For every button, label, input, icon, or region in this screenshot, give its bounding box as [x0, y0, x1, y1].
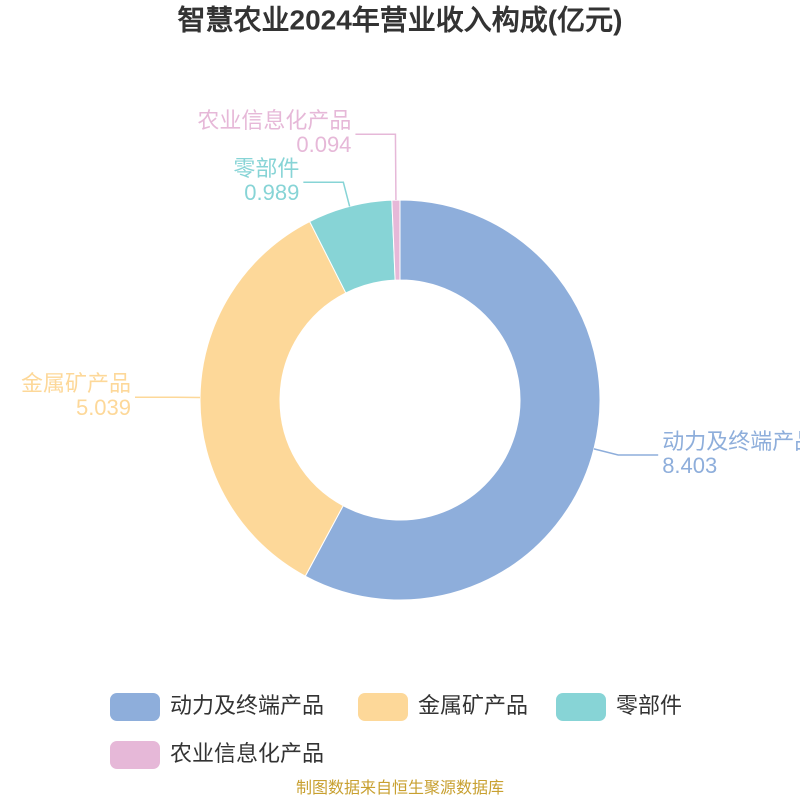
- slice-value: 0.989: [244, 180, 299, 205]
- leader-line: [593, 448, 659, 456]
- leader-line: [303, 181, 351, 207]
- legend-swatch: [358, 693, 408, 721]
- chart-title: 智慧农业2024年营业收入构成(亿元): [178, 3, 623, 35]
- legend-swatch: [110, 693, 160, 721]
- slice-label: 动力及终端产品: [662, 429, 800, 454]
- legend-label: 动力及终端产品: [170, 693, 324, 718]
- legend-swatch: [110, 741, 160, 769]
- legend-label: 农业信息化产品: [170, 741, 324, 766]
- legend-label: 零部件: [616, 693, 682, 718]
- slice-value: 8.403: [662, 453, 717, 478]
- leader-line: [355, 133, 397, 201]
- legend-label: 金属矿产品: [418, 693, 528, 718]
- legend-swatch: [556, 693, 606, 721]
- donut-slice: [391, 199, 401, 281]
- slice-value: 5.039: [76, 395, 131, 420]
- slice-label: 零部件: [233, 156, 299, 181]
- donut-slice: [304, 199, 601, 601]
- slice-value: 0.094: [296, 132, 351, 157]
- donut-slice: [199, 220, 347, 577]
- slice-label: 金属矿产品: [21, 371, 131, 396]
- source-note: 制图数据来自恒生聚源数据库: [296, 779, 504, 797]
- slice-label: 农业信息化产品: [197, 108, 351, 133]
